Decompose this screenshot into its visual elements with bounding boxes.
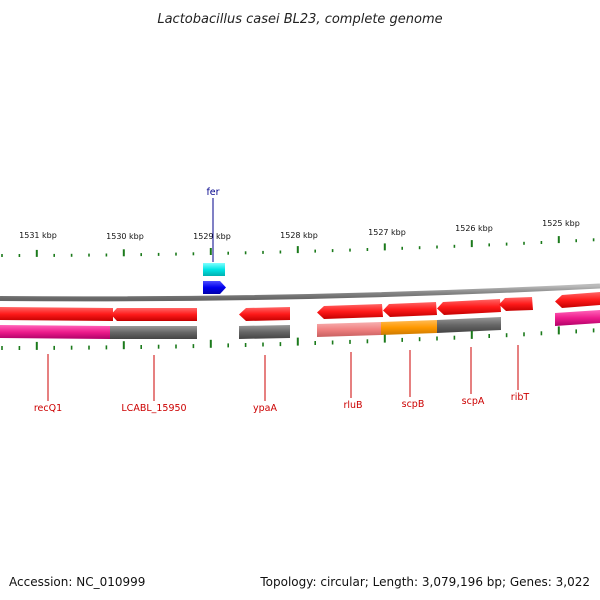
accession-text: Accession: NC_010999	[9, 575, 145, 589]
scale-label: 1527 kbp	[368, 228, 406, 237]
lane-block-magenta	[555, 310, 600, 326]
scale-ticks-bottom	[1, 326, 595, 350]
gene-lane-lower	[0, 310, 600, 339]
lane-block-gray	[437, 317, 501, 333]
gene-lane-red	[0, 292, 600, 321]
gene-label-fer: fer	[206, 187, 219, 198]
gene-label-ypaA: ypaA	[253, 403, 277, 414]
lane-block-magenta	[0, 325, 110, 339]
scale-labels: 1531 kbp 1530 kbp 1529 kbp 1528 kbp 1527…	[19, 219, 580, 241]
gene-label-scpA: scpA	[462, 396, 485, 407]
lane-block-gray	[110, 326, 197, 339]
fer-cyan-block	[203, 263, 225, 276]
gene-arrow	[111, 308, 197, 321]
scale-ticks-top	[1, 236, 595, 257]
genome-backbone	[0, 283, 600, 302]
scale-label: 1525 kbp	[542, 219, 580, 228]
gene-label-scpB: scpB	[402, 399, 425, 410]
scale-label: 1530 kbp	[106, 232, 144, 241]
gene-label-recQ1: recQ1	[34, 403, 62, 414]
gene-label-ribT: ribT	[511, 392, 530, 403]
gene-arrow	[383, 302, 437, 317]
lane-block-gray	[239, 325, 290, 339]
gene-label-rluB: rluB	[343, 400, 362, 411]
gene-arrow	[0, 307, 113, 321]
fer-arrow	[203, 281, 226, 294]
scale-label: 1528 kbp	[280, 231, 318, 240]
genome-summary-text: Topology: circular; Length: 3,079,196 bp…	[259, 575, 590, 589]
gene-arrow	[437, 299, 501, 315]
gene-arrow	[239, 307, 290, 321]
gene-labels: fer recQ1 LCABL_15950 ypaA rluB scpB scp…	[34, 187, 530, 414]
lane-block-orange	[381, 320, 437, 335]
gene-arrow	[555, 292, 600, 308]
scale-label: 1531 kbp	[19, 231, 57, 240]
map-title: Lactobacillus casei BL23, complete genom…	[157, 12, 442, 27]
gene-arrow	[499, 297, 533, 311]
scale-label: 1529 kbp	[193, 232, 231, 241]
gene-leader-lines	[47, 345, 519, 401]
fer-gene	[203, 198, 226, 294]
lane-block-salmon	[317, 322, 381, 337]
gene-label-lcabl-15950: LCABL_15950	[121, 403, 186, 414]
gene-arrow	[317, 304, 383, 319]
scale-label: 1526 kbp	[455, 224, 493, 233]
